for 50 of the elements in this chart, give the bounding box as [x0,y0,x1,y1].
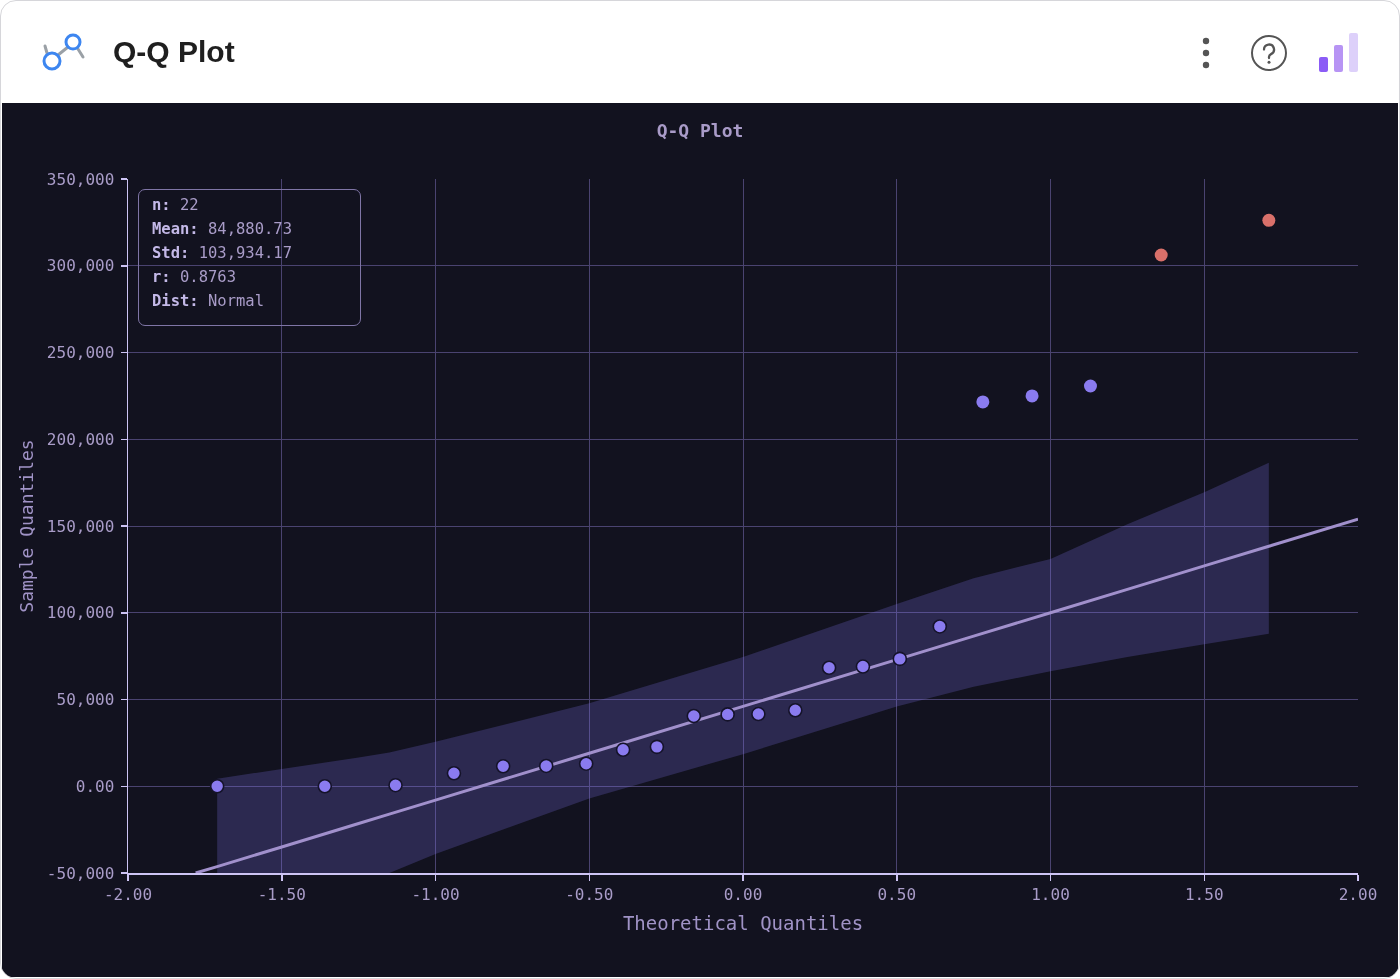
line-series [194,517,1358,873]
point [649,739,665,755]
y-tick-label: 100,000 [46,603,115,623]
point [538,758,554,774]
point [495,759,511,774]
point [821,660,837,676]
x-tick-label: -1.50 [257,884,306,904]
annotation: Dist: Normal [152,292,264,310]
annotation: Mean: 84,880.73 [152,220,292,238]
y-axis-title: Sample Quantiles [16,439,38,613]
x-tick-label: 0.00 [723,884,763,904]
y-tick-label: 50,000 [56,690,115,710]
y-tick-label: 200,000 [46,429,115,449]
point [932,619,948,634]
point [1262,213,1276,227]
y-tick-label: 300,000 [46,256,115,276]
point [1025,389,1039,403]
point [578,756,594,771]
point [976,395,990,409]
point [892,651,908,667]
annotation: n: 22 [152,196,199,214]
y-tick-label: 350,000 [46,169,115,189]
point [1154,248,1168,262]
x-tick-label: -2.00 [103,884,153,904]
chart-title: Q-Q Plot [656,120,744,142]
point [720,707,735,722]
y-tick-label: 150,000 [46,516,115,536]
y-tick-label: -50,000 [46,863,115,883]
x-axis-title: Theoretical Quantiles [622,912,864,935]
point [855,659,871,674]
y-tick-label: 250,000 [46,343,115,363]
point [446,765,462,781]
x-tick-label: 2.00 [1338,884,1378,904]
chart-title: Q-Q Plot [113,35,235,68]
x-tick-label: 1.50 [1184,884,1224,904]
x-tick-label: 1.00 [1031,884,1070,904]
point [615,742,631,758]
y-tick-label: 0.00 [75,776,115,796]
annotation: Std: 103,934.17 [152,244,292,262]
point [686,708,702,724]
point [317,778,333,794]
point [388,777,403,793]
point [209,778,225,794]
annotation: r: 0.8763 [152,268,236,286]
point [787,702,803,718]
point [1083,379,1097,393]
x-tick-label: 0.50 [877,884,917,904]
point [751,706,766,722]
x-tick-label: -0.50 [565,884,614,904]
x-tick-label: -1.00 [411,884,460,904]
